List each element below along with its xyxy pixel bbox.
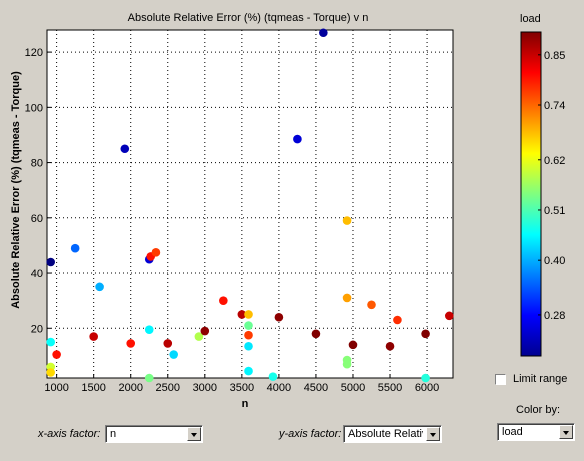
- data-point: [95, 282, 104, 292]
- data-point: [70, 243, 80, 253]
- data-point: [444, 311, 454, 321]
- data-point: [144, 373, 154, 383]
- x-tick-label: 3500: [230, 382, 254, 394]
- data-point: [342, 293, 352, 303]
- chevron-down-icon[interactable]: [187, 427, 201, 441]
- colorbar-tick-label: 0.62: [544, 155, 565, 167]
- x-tick-label: 5000: [341, 382, 365, 394]
- data-point: [244, 341, 253, 351]
- data-point: [421, 329, 430, 339]
- colorbar-ticks: 0.28 0.40 0.51 0.62 0.74 0.85: [538, 50, 565, 322]
- data-point: [200, 326, 210, 336]
- data-point: [421, 373, 430, 383]
- data-point: [46, 368, 56, 377]
- data-point: [151, 248, 161, 257]
- data-point: [144, 325, 154, 334]
- data-point: [244, 366, 253, 376]
- x-tick-label: 4000: [267, 382, 291, 394]
- y-tick-label: 60: [31, 213, 43, 225]
- data-point: [219, 296, 228, 305]
- data-point: [89, 332, 98, 341]
- x-axis-factor-select[interactable]: n: [105, 425, 203, 443]
- y-tick-label: 20: [31, 323, 43, 335]
- data-point: [367, 300, 376, 310]
- x-tick-label: 1000: [44, 382, 68, 394]
- y-tick-label: 40: [31, 268, 43, 280]
- colorbar-tick-label: 0.51: [544, 205, 565, 217]
- data-point: [385, 341, 395, 351]
- chevron-down-icon[interactable]: [559, 425, 573, 439]
- limit-range-label: Limit range: [513, 373, 568, 385]
- plot-title: Absolute Relative Error (%) (tqmeas - To…: [127, 12, 369, 24]
- x-axis-factor-label: x-axis factor:: [38, 428, 100, 440]
- data-point: [244, 321, 253, 330]
- x-axis-factor-text: x-axis factor:: [38, 428, 101, 440]
- y-axis-label: Absolute Relative Error (%) (tqmeas - To…: [10, 71, 22, 309]
- colorbar-tick-label: 0.28: [544, 310, 565, 322]
- y-tick-label: 80: [31, 158, 43, 170]
- data-point: [163, 339, 173, 348]
- data-point: [342, 216, 352, 225]
- data-point: [244, 330, 253, 340]
- data-point: [126, 339, 136, 348]
- y-tick-label: 120: [25, 47, 43, 59]
- colorbar-tick-label: 0.40: [544, 255, 565, 267]
- data-points: [46, 28, 454, 383]
- data-point: [393, 315, 402, 325]
- x-tick-label: 6000: [415, 382, 439, 394]
- data-point: [311, 329, 321, 339]
- data-point: [244, 310, 253, 319]
- y-axis-factor-value: Absolute Relative Error (%) (tqmeas - To…: [348, 428, 423, 440]
- data-point: [293, 134, 302, 144]
- x-axis-label: n: [241, 398, 249, 410]
- axis-ticks: 1000 1500 2000 2500 3000 3500 4000 4500 5000 5500…: [25, 47, 440, 394]
- colorbar-title: load: [520, 13, 541, 25]
- data-point: [268, 372, 278, 381]
- data-point: [52, 350, 61, 359]
- data-point: [274, 312, 284, 322]
- x-tick-label: 2000: [118, 382, 142, 394]
- y-axis-factor-text: y-axis factor:: [279, 428, 342, 440]
- x-tick-label: 3000: [193, 382, 217, 394]
- x-tick-label: 5500: [378, 382, 402, 394]
- data-point: [342, 359, 352, 369]
- data-point: [46, 257, 56, 267]
- data-point: [319, 28, 328, 38]
- limit-range-box[interactable]: [495, 374, 506, 385]
- color-by-select[interactable]: load: [497, 423, 575, 441]
- x-tick-label: 4500: [304, 382, 328, 394]
- data-point: [169, 350, 178, 359]
- chevron-down-icon[interactable]: [426, 427, 440, 441]
- color-by-label: Color by:: [516, 404, 561, 416]
- y-tick-label: 100: [25, 102, 43, 114]
- colorbar-tick-label: 0.74: [544, 100, 565, 112]
- y-axis-factor-label: y-axis factor:: [279, 428, 341, 440]
- colorbar: [520, 31, 542, 357]
- x-axis-factor-value: n: [110, 428, 117, 440]
- x-tick-label: 1500: [81, 382, 105, 394]
- data-point: [46, 337, 56, 347]
- y-axis-factor-select[interactable]: Absolute Relative Error (%) (tqmeas - To…: [343, 425, 442, 443]
- data-point: [348, 340, 358, 350]
- data-point: [194, 332, 204, 341]
- data-point: [120, 144, 130, 154]
- color-by-value: load: [502, 426, 523, 438]
- x-tick-label: 2500: [156, 382, 180, 394]
- data-point: [237, 310, 247, 319]
- colorbar-tick-label: 0.85: [544, 50, 565, 62]
- plot-area: [46, 29, 454, 379]
